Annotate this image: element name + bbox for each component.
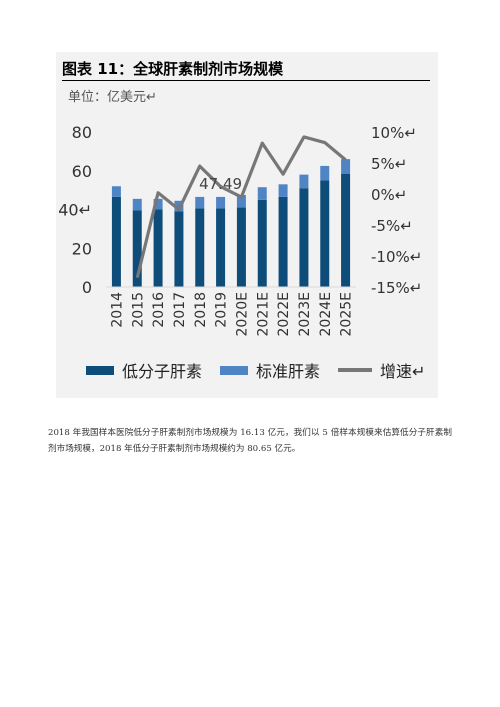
y-right-tick-label: 10%↵ — [371, 124, 417, 142]
x-tick-label: 2024E — [318, 292, 334, 336]
bar-low-molecular — [216, 208, 226, 287]
legend-item-standard: 标准肝素 — [220, 358, 320, 382]
bar-standard — [111, 186, 121, 197]
bar-standard — [320, 165, 330, 181]
y-left-tick-label: 20 — [72, 239, 92, 258]
x-tick-label: 2021E — [255, 292, 271, 336]
figure-title: 图表 11：全球肝素制剂市场规模 — [62, 58, 430, 81]
legend-label-low-molecular: 低分子肝素 — [122, 362, 203, 381]
bar-low-molecular — [236, 207, 246, 287]
x-tick-label: 2014 — [109, 292, 125, 328]
legend-swatch-standard — [220, 365, 249, 375]
legend-swatch-low-molecular — [86, 365, 114, 375]
bar-low-molecular — [341, 173, 351, 287]
y-right-tick-label: 5%↵ — [371, 155, 407, 173]
bar-low-molecular — [153, 209, 163, 287]
bar-low-molecular — [111, 196, 121, 287]
bar-standard — [278, 184, 288, 197]
y-left-tick-label: 80 — [72, 123, 92, 142]
bar-standard — [257, 187, 267, 200]
caption-paragraph: 2018 年我国样本医院低分子肝素制剂市场规模为 16.13 亿元，我们以 5 … — [48, 428, 452, 454]
bar-standard — [299, 174, 309, 189]
y-left-tick-label: 60 — [72, 162, 92, 181]
bar-low-molecular — [299, 188, 309, 287]
bar-standard — [195, 196, 205, 209]
annotation-label: 47.49 — [199, 175, 242, 193]
legend-item-low-molecular: 低分子肝素 — [86, 358, 202, 382]
x-tick-label: 2020E — [234, 292, 250, 336]
x-tick-label: 2019 — [214, 292, 230, 328]
unit-label: 单位：亿美元↵ — [68, 90, 157, 105]
y-right-tick-label: -15%↵ — [371, 279, 422, 297]
bar-standard — [236, 194, 246, 208]
x-tick-label: 2018 — [193, 292, 209, 328]
bar-low-molecular — [257, 199, 267, 287]
y-left-tick-label: 40↵ — [58, 201, 92, 220]
x-tick-label: 2016 — [151, 292, 167, 328]
y-right-tick-label: 0%↵ — [371, 186, 407, 204]
x-tick-label: 2022E — [276, 292, 292, 336]
growth-line — [135, 135, 347, 279]
legend-label-standard: 标准肝素 — [256, 362, 321, 381]
y-left-tick-label: 0 — [82, 278, 92, 297]
bar-low-molecular — [320, 180, 330, 287]
y-right-tick-label: -5%↵ — [371, 217, 413, 235]
legend-item-growth: 增速↵ — [338, 358, 425, 382]
bar-standard — [153, 198, 163, 210]
bar-low-molecular — [132, 210, 142, 287]
legend-swatch-growth — [338, 368, 373, 372]
chart-legend: 低分子肝素 标准肝素 增速↵ — [86, 358, 443, 382]
x-tick-label: 2017 — [172, 292, 188, 328]
bar-low-molecular — [195, 208, 205, 287]
x-tick-label: 2023E — [297, 292, 313, 336]
bar-standard — [216, 196, 226, 209]
legend-label-growth: 增速↵ — [380, 362, 426, 381]
x-tick-label: 2025E — [339, 292, 355, 336]
bar-low-molecular — [174, 211, 184, 287]
x-tick-label: 2015 — [130, 292, 146, 328]
bar-standard — [341, 159, 351, 174]
y-right-tick-label: -10%↵ — [371, 248, 422, 266]
bar-low-molecular — [278, 196, 288, 287]
bar-standard — [132, 198, 142, 211]
